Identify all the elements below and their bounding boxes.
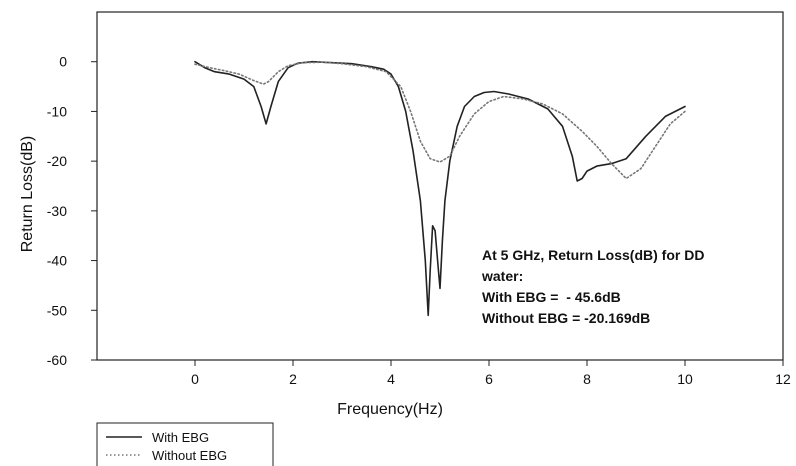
y-tick-label: -50 xyxy=(47,302,67,318)
y-axis-ticks: 0 -10 -20 -30 -40 -50 -60 xyxy=(47,54,97,368)
annotation-line-2: water: xyxy=(481,268,523,284)
x-axis-ticks: 0 2 4 6 8 10 12 xyxy=(191,360,791,387)
y-tick-label: 0 xyxy=(59,54,67,70)
legend-label-with-ebg: With EBG xyxy=(152,430,209,445)
series-line-with-ebg xyxy=(194,60,686,317)
plot-area-frame xyxy=(96,11,784,361)
x-tick-label: 12 xyxy=(775,371,791,387)
x-tick-label: 4 xyxy=(387,371,395,387)
x-tick-label: 10 xyxy=(677,371,693,387)
y-tick-label: -30 xyxy=(47,203,67,219)
annotation-line-3: With EBG = - 45.6dB xyxy=(482,289,621,305)
y-tick-label: -60 xyxy=(47,352,67,368)
y-tick-label: -20 xyxy=(47,153,67,169)
x-axis-title: Frequency(Hz) xyxy=(337,401,443,418)
legend-label-without-ebg: Without EBG xyxy=(152,448,227,463)
x-tick-label: 6 xyxy=(485,371,493,387)
x-tick-label: 8 xyxy=(583,371,591,387)
annotation-line-1: At 5 GHz, Return Loss(dB) for DD xyxy=(482,247,704,263)
legend: With EBG Without EBG xyxy=(96,422,274,466)
annotation-box: At 5 GHz, Return Loss(dB) for DD water: … xyxy=(481,247,704,326)
y-tick-label: -40 xyxy=(47,253,67,269)
x-tick-label: 2 xyxy=(289,371,297,387)
series-line-without-ebg xyxy=(194,61,686,180)
y-axis-title: Return Loss(dB) xyxy=(19,136,36,253)
legend-frame xyxy=(96,422,274,466)
y-tick-label: -10 xyxy=(47,103,67,119)
series-layer xyxy=(194,60,686,317)
x-tick-label: 0 xyxy=(191,371,199,387)
annotation-line-4: Without EBG = -20.169dB xyxy=(482,310,650,326)
